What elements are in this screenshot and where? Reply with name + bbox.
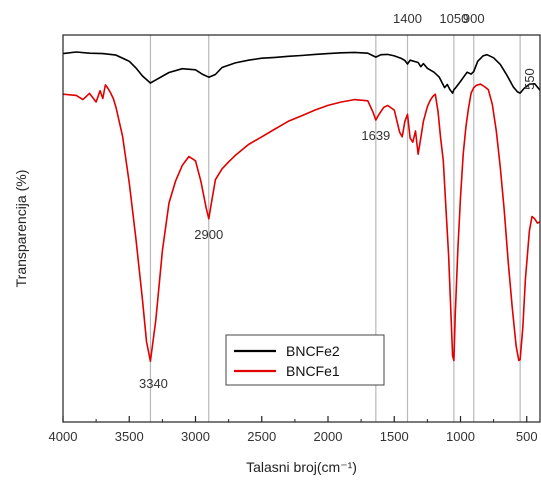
peak-label-1639: 1639 bbox=[361, 128, 390, 143]
legend: BNCFe2 BNCFe1 bbox=[225, 334, 385, 386]
plot-frame bbox=[62, 34, 541, 423]
peak-label-3340: 3340 bbox=[139, 376, 168, 391]
reference-lines bbox=[149, 35, 521, 422]
x-tick-label-2000: 2000 bbox=[314, 429, 343, 444]
series-line-bncfe1 bbox=[62, 83, 541, 362]
x-tick-label-2500: 2500 bbox=[247, 429, 276, 444]
x-tick-label-3500: 3500 bbox=[115, 429, 144, 444]
top-label-1400: 1400 bbox=[393, 11, 422, 26]
y-axis-label: Transparencija (%) bbox=[13, 170, 29, 288]
x-tick-label-3000: 3000 bbox=[181, 429, 210, 444]
top-label-900: 900 bbox=[463, 11, 485, 26]
series-lines bbox=[62, 51, 541, 362]
legend-label-bncfe1: BNCFe1 bbox=[286, 363, 340, 379]
x-tick-label-500: 500 bbox=[516, 429, 538, 444]
legend-box bbox=[225, 334, 385, 386]
x-tick-label-1000: 1000 bbox=[446, 429, 475, 444]
x-axis-ticks: 4000 3500 3000 2500 2000 1500 1000 500 bbox=[49, 416, 538, 444]
peak-label-2900: 2900 bbox=[194, 227, 223, 242]
x-tick-label-4000: 4000 bbox=[49, 429, 78, 444]
top-label-1050: 1050 bbox=[439, 11, 468, 26]
legend-label-bncfe2: BNCFe2 bbox=[286, 343, 340, 359]
x-tick-label-1500: 1500 bbox=[380, 429, 409, 444]
x-axis-label: Talasni broj(cm⁻¹) bbox=[246, 459, 357, 475]
series-line-bncfe2 bbox=[62, 51, 541, 94]
peak-label-550: 550 bbox=[522, 68, 537, 90]
